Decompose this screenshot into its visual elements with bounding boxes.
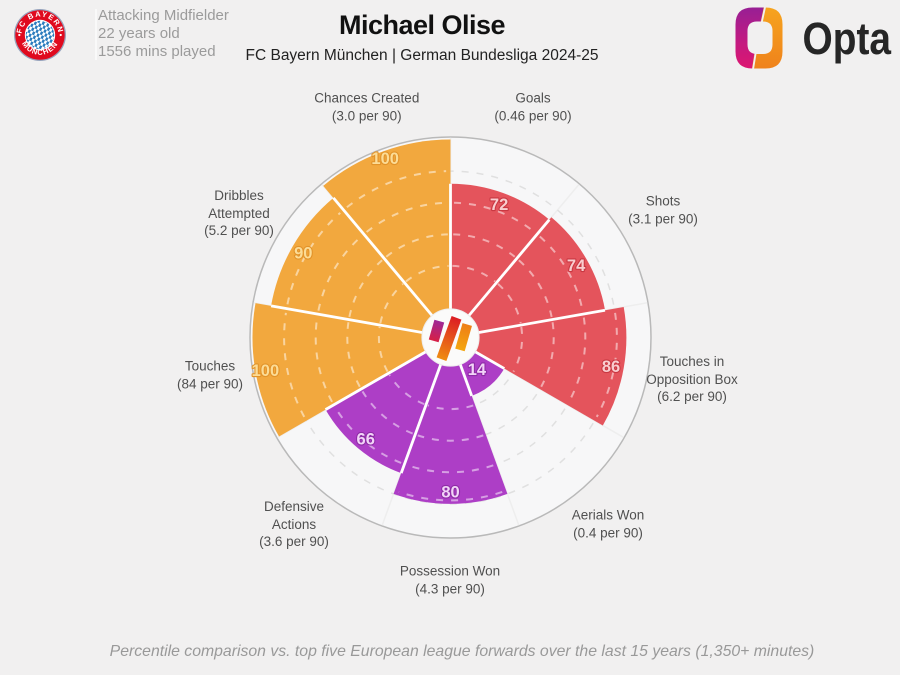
svg-text:72: 72 (490, 196, 508, 214)
svg-text:74: 74 (567, 257, 586, 275)
svg-text:90: 90 (294, 245, 312, 263)
svg-text:66: 66 (357, 431, 375, 449)
svg-text:100: 100 (252, 362, 280, 380)
svg-text:100: 100 (371, 150, 399, 168)
svg-text:Opta: Opta (803, 13, 892, 64)
svg-text:86: 86 (602, 358, 620, 376)
svg-text:80: 80 (441, 484, 459, 502)
svg-text:14: 14 (468, 361, 487, 379)
